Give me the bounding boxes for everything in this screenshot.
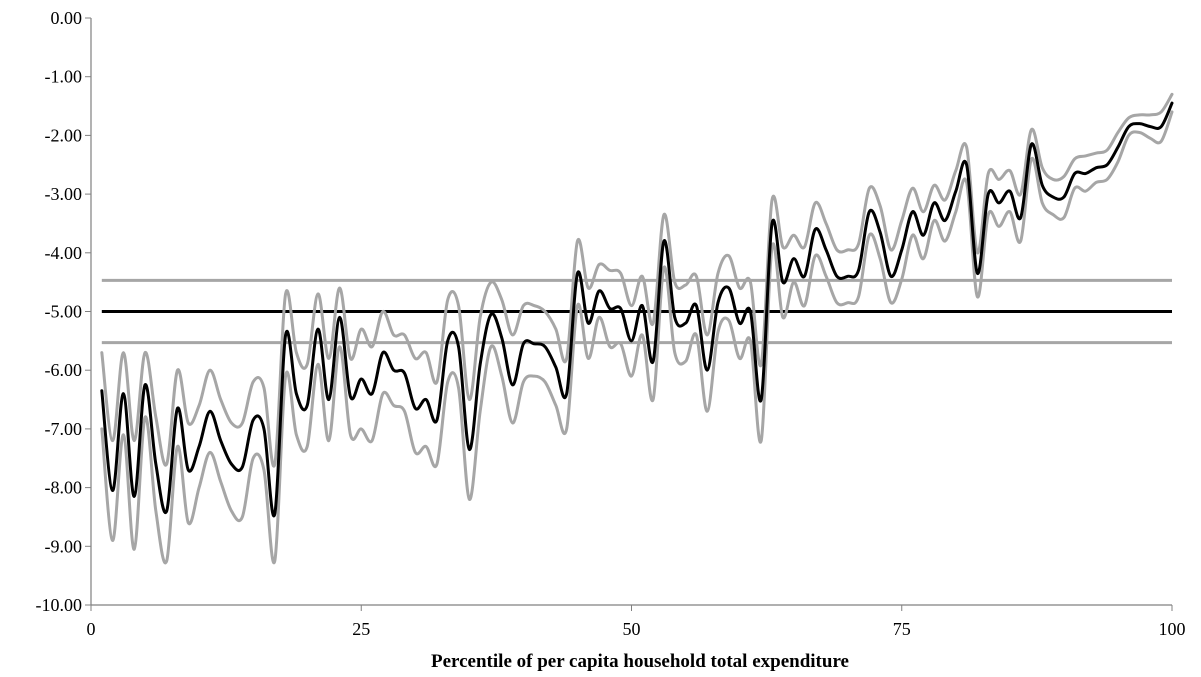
- series-line-upper: [100, 92, 1174, 468]
- plot-area: [100, 92, 1174, 565]
- series-line-estimate: [100, 101, 1174, 518]
- x-tick-label: 50: [623, 619, 641, 639]
- x-tick-label: 75: [893, 619, 911, 639]
- band-lines: [101, 278, 1172, 345]
- y-tick-label: -9.00: [45, 536, 83, 556]
- x-tick-label: 25: [352, 619, 370, 639]
- x-tick-label: 0: [87, 619, 96, 639]
- x-axis-ticks: 0 25 50 75 100: [87, 605, 1186, 639]
- y-tick-label: -6.00: [45, 360, 83, 380]
- y-tick-label: -5.00: [45, 302, 83, 322]
- series-line-lower: [100, 110, 1174, 565]
- y-tick-label: -4.00: [45, 243, 83, 263]
- x-tick-label: 100: [1159, 619, 1186, 639]
- y-axis-ticks: 0.00 -1.00 -2.00 -3.00 -4.00 -5.00 -6.00 -7.00 -…: [36, 8, 91, 615]
- y-tick-label: -3.00: [45, 184, 83, 204]
- y-tick-label: -7.00: [45, 419, 83, 439]
- y-tick-label: -1.00: [45, 67, 83, 87]
- y-tick-label: -2.00: [45, 125, 83, 145]
- series-lines: [100, 92, 1174, 565]
- y-tick-label: -8.00: [45, 478, 83, 498]
- x-axis-title: Percentile of per capita household total…: [431, 651, 849, 672]
- y-tick-label: 0.00: [51, 8, 83, 28]
- y-tick-label: -10.00: [36, 595, 83, 615]
